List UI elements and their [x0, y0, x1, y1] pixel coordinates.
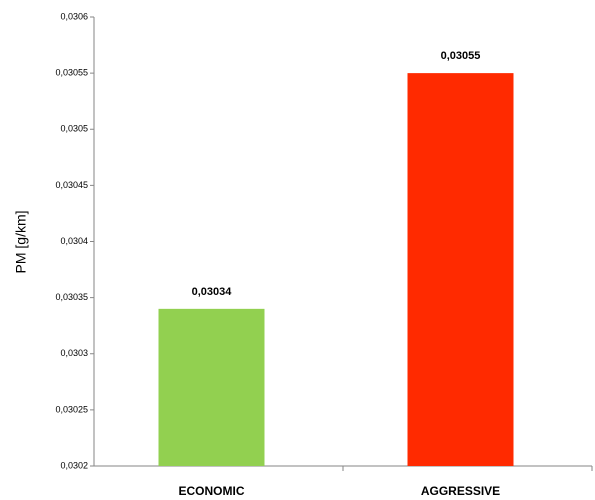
- y-tick-label: 0,0306: [60, 11, 88, 21]
- y-tick-label: 0,03025: [55, 404, 88, 414]
- y-axis-label: PM [g/km]: [13, 210, 29, 273]
- x-tick-label: AGGRESSIVE: [421, 484, 500, 498]
- value-label: 0,03055: [441, 50, 481, 62]
- y-tick-label: 0,03035: [55, 292, 88, 302]
- y-tick-label: 0,03055: [55, 68, 88, 78]
- y-tick-label: 0,0302: [60, 460, 88, 470]
- x-tick-label: ECONOMIC: [179, 484, 245, 498]
- y-tick-label: 0,0305: [60, 124, 88, 134]
- bar: [158, 308, 265, 466]
- value-label: 0,03034: [192, 286, 233, 298]
- y-tick-label: 0,03045: [55, 180, 88, 190]
- y-tick-label: 0,0303: [60, 348, 88, 358]
- bar: [407, 73, 514, 466]
- y-tick-label: 0,0304: [60, 236, 88, 246]
